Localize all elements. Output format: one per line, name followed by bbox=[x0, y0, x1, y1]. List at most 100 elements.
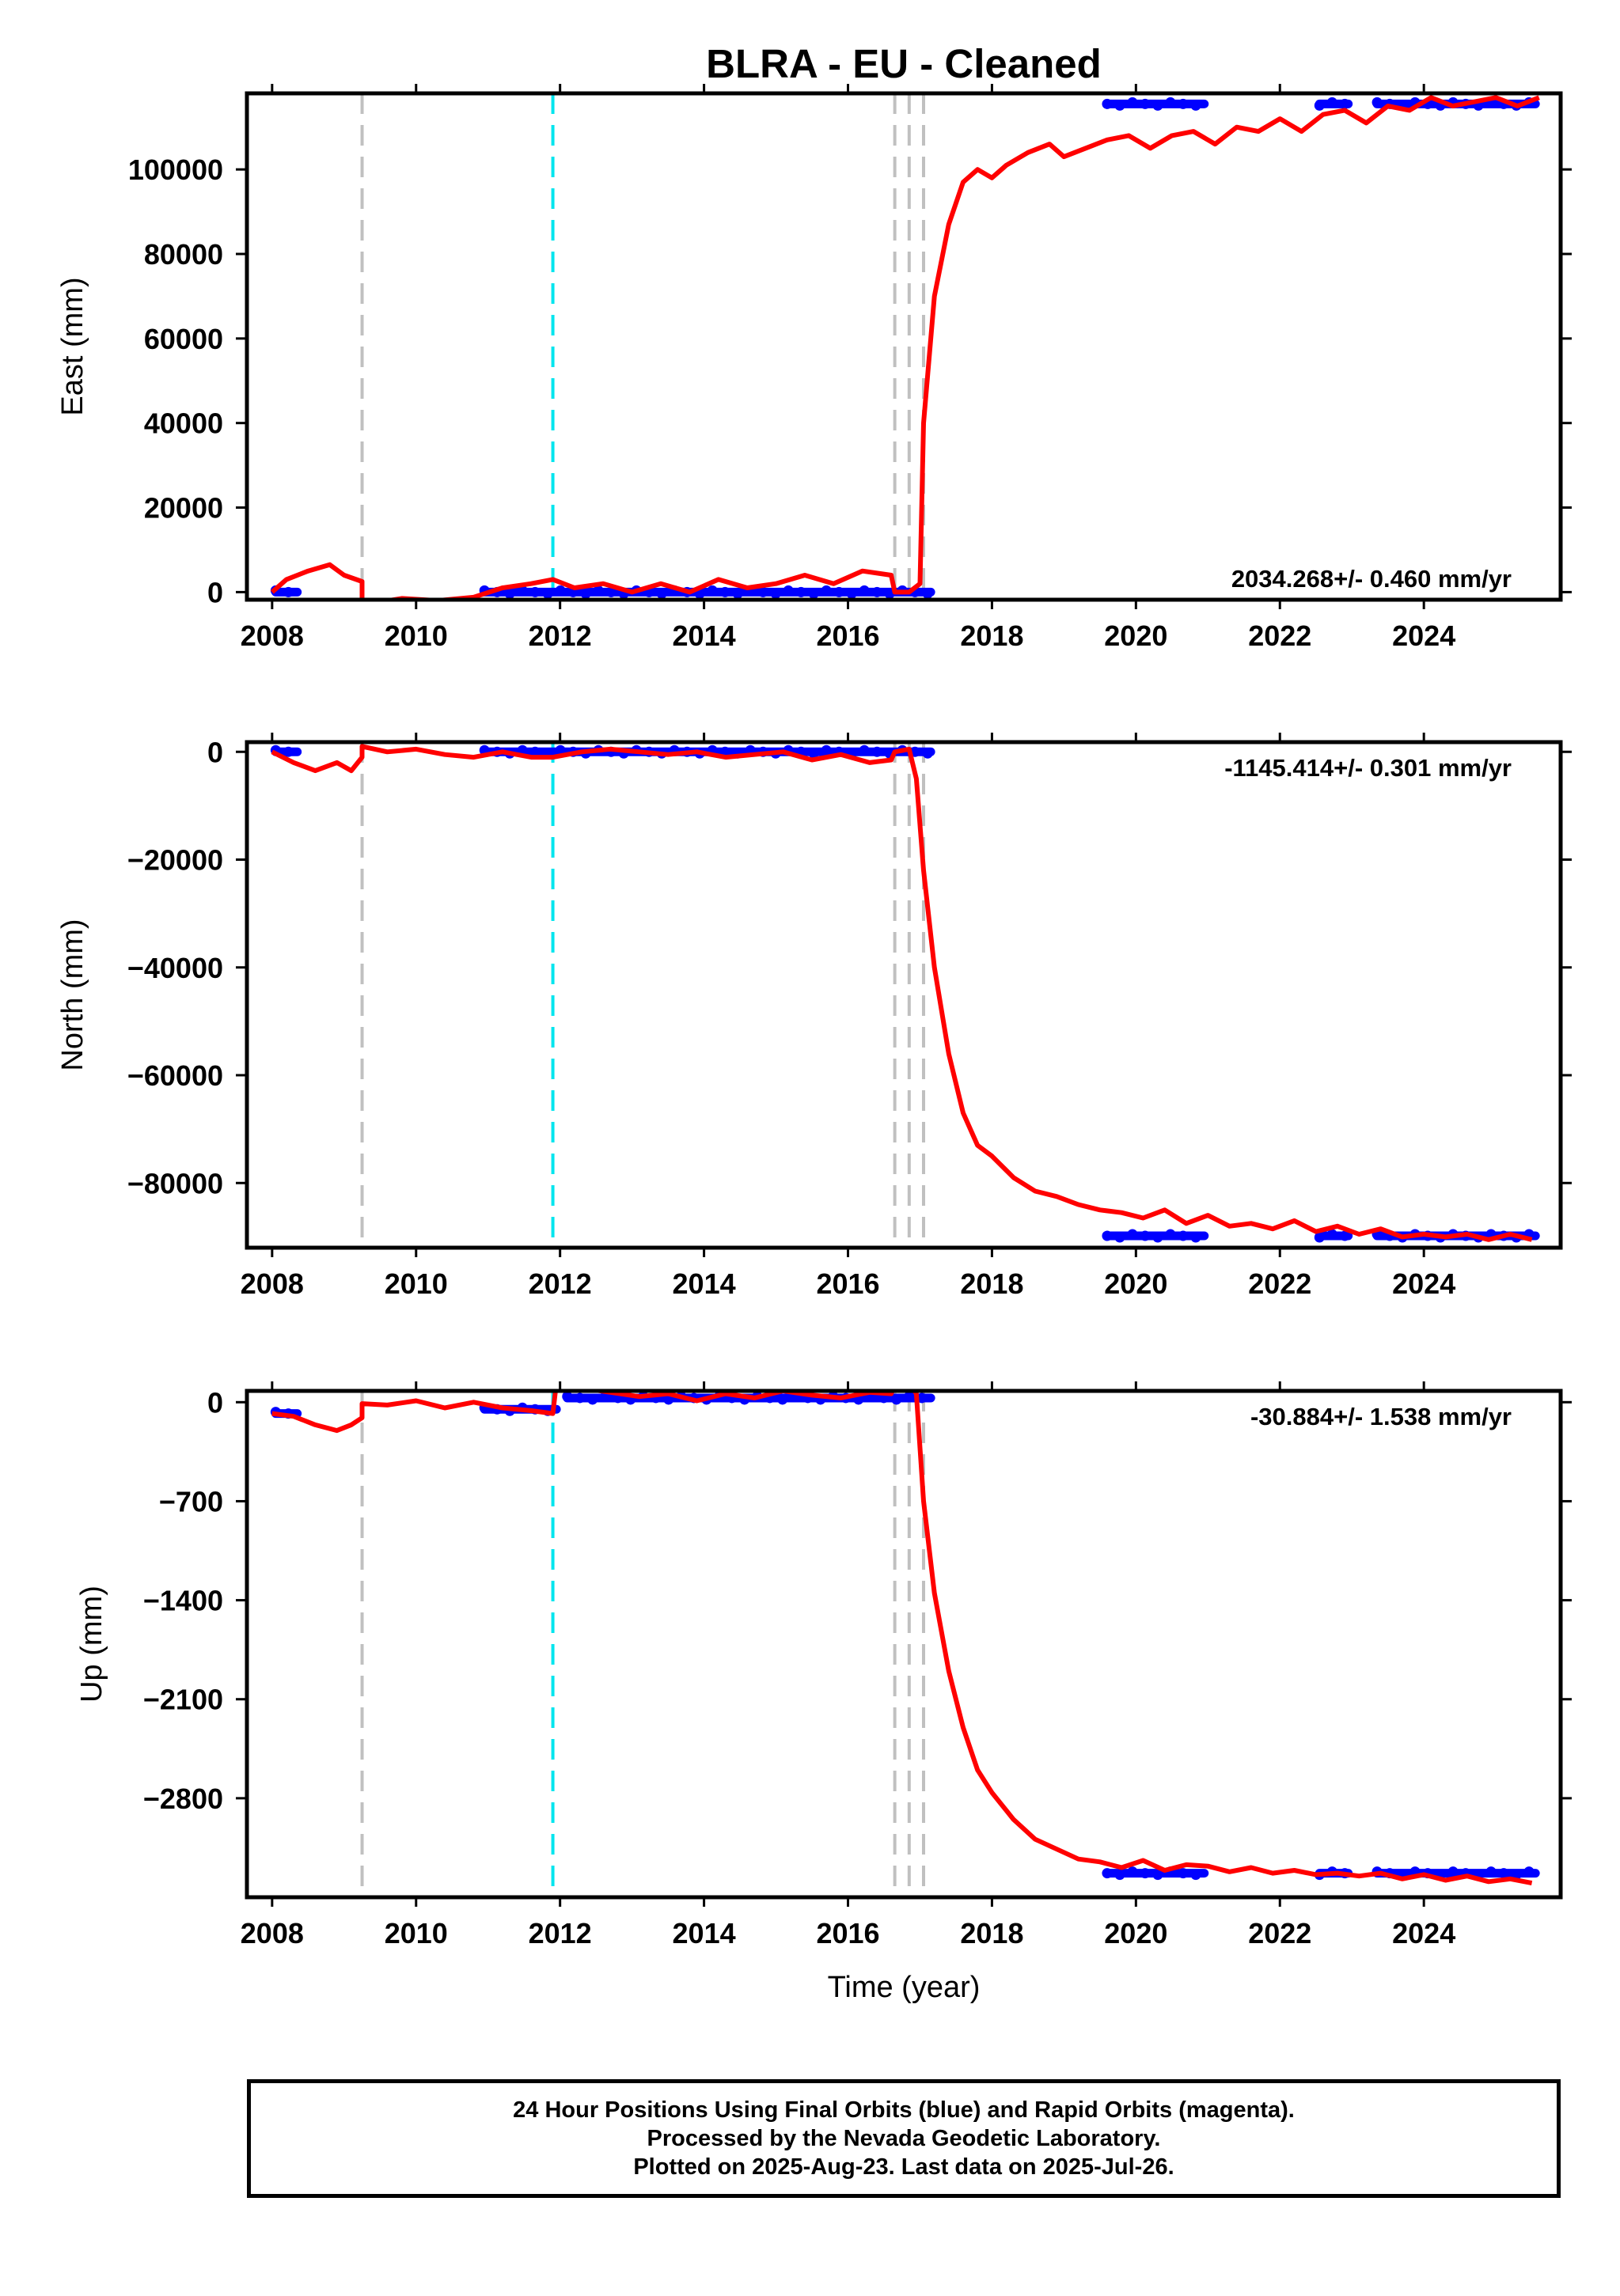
final-orbit-point bbox=[1523, 1866, 1535, 1877]
x-tick-label: 2020 bbox=[1104, 1267, 1167, 1300]
final-orbit-point bbox=[1339, 98, 1350, 109]
x-axis-label: Time (year) bbox=[828, 1971, 981, 2004]
y-axis-label: East (mm) bbox=[56, 277, 89, 415]
y-tick-label: −1400 bbox=[143, 1585, 223, 1617]
y-tick-label: 0 bbox=[207, 736, 223, 768]
model-fit-line bbox=[271, 1391, 1533, 1886]
final-orbit-point bbox=[1140, 98, 1151, 109]
final-orbit-point bbox=[719, 586, 730, 597]
y-tick-label: 40000 bbox=[144, 407, 223, 440]
final-orbit-point bbox=[1152, 1870, 1163, 1881]
y-tick-label: 0 bbox=[207, 576, 223, 608]
plot-area bbox=[270, 742, 1540, 1248]
x-tick-label: 2018 bbox=[960, 1267, 1023, 1300]
x-tick-label: 2012 bbox=[529, 1917, 592, 1949]
plot-area bbox=[270, 93, 1540, 600]
y-tick-label: −80000 bbox=[127, 1167, 223, 1199]
final-orbit-point bbox=[821, 744, 832, 756]
x-tick-label: 2010 bbox=[385, 1917, 448, 1949]
x-tick-label: 2014 bbox=[673, 1267, 736, 1300]
east-panel: 2008 2010 2012 2014 2016 2018 2020 2022 2024 0 200… bbox=[56, 84, 1572, 652]
final-orbit-point bbox=[605, 586, 617, 597]
final-orbit-point bbox=[1102, 1868, 1113, 1879]
final-orbit-point bbox=[1102, 98, 1113, 109]
x-tick-label: 2016 bbox=[816, 1917, 879, 1949]
footer-info-box: 24 Hour Positions Using Final Orbits (bl… bbox=[247, 2079, 1561, 2198]
final-orbit-point bbox=[1190, 100, 1201, 111]
final-orbit-point bbox=[555, 585, 566, 596]
final-orbit-point bbox=[587, 1394, 598, 1405]
final-orbit-point bbox=[1498, 1868, 1509, 1879]
final-orbit-point bbox=[542, 588, 553, 599]
final-orbit-point bbox=[1102, 1230, 1113, 1241]
final-orbit-point bbox=[1152, 1232, 1163, 1243]
model-fit-line bbox=[271, 744, 1533, 1242]
final-orbit-point bbox=[904, 1391, 915, 1402]
final-orbit-point bbox=[922, 588, 933, 599]
final-orbit-point bbox=[1140, 1230, 1151, 1241]
footer-line-2: Processed by the Nevada Geodetic Laborat… bbox=[647, 2126, 1161, 2151]
final-orbit-point bbox=[1447, 1866, 1459, 1877]
final-orbit-point bbox=[1165, 1229, 1176, 1240]
final-orbit-point bbox=[770, 588, 781, 599]
final-orbit-point bbox=[732, 588, 743, 599]
x-tick-label: 2016 bbox=[816, 1267, 879, 1300]
final-orbit-point bbox=[846, 588, 857, 599]
plot-frame bbox=[245, 91, 1563, 602]
final-orbit-point bbox=[555, 744, 566, 756]
x-tick-label: 2012 bbox=[529, 1267, 592, 1300]
x-tick-label: 2014 bbox=[673, 619, 736, 652]
plot-frame bbox=[245, 740, 1563, 1250]
up-panel: 2008 2010 2012 2014 2016 2018 2020 2022 2024 0 −70… bbox=[75, 1381, 1572, 1949]
final-orbit-point bbox=[580, 588, 591, 599]
final-orbit-point bbox=[833, 586, 844, 597]
y-tick-label: 80000 bbox=[144, 238, 223, 271]
y-tick-label: −20000 bbox=[127, 844, 223, 877]
final-orbit-point bbox=[283, 746, 294, 757]
x-tick-label: 2024 bbox=[1392, 1267, 1455, 1300]
final-orbit-point bbox=[1190, 1232, 1201, 1243]
velocity-rate-label: 2034.268+/- 0.460 mm/yr bbox=[1231, 565, 1512, 593]
x-tick-label: 2012 bbox=[529, 619, 592, 652]
final-orbit-point bbox=[1371, 97, 1383, 108]
final-orbit-point bbox=[562, 1391, 573, 1402]
x-tick-label: 2018 bbox=[960, 1917, 1023, 1949]
footer-line-3: Plotted on 2025-Aug-23. Last data on 202… bbox=[633, 2154, 1174, 2180]
final-orbit-point bbox=[821, 585, 832, 596]
x-tick-label: 2018 bbox=[960, 619, 1023, 652]
final-orbit-point bbox=[1152, 100, 1163, 111]
final-orbit-point bbox=[663, 1394, 674, 1405]
final-orbit-point bbox=[707, 585, 718, 596]
final-orbit-point bbox=[783, 585, 794, 596]
final-orbit-point bbox=[891, 1394, 902, 1405]
final-orbit-point bbox=[757, 586, 768, 597]
final-orbit-point bbox=[517, 585, 528, 596]
y-axis-label: Up (mm) bbox=[75, 1586, 108, 1703]
y-tick-label: −60000 bbox=[127, 1059, 223, 1092]
x-tick-label: 2022 bbox=[1248, 1267, 1311, 1300]
model-fit-line bbox=[270, 95, 1540, 600]
footer-line-1: 24 Hour Positions Using Final Orbits (bl… bbox=[513, 2097, 1295, 2123]
x-tick-label: 2016 bbox=[816, 619, 879, 652]
final-orbit-point bbox=[777, 1394, 788, 1405]
final-orbit-point bbox=[859, 585, 870, 596]
x-tick-label: 2024 bbox=[1392, 619, 1455, 652]
final-orbit-point bbox=[1114, 100, 1125, 111]
x-tick-label: 2020 bbox=[1104, 1917, 1167, 1949]
y-axis-label: North (mm) bbox=[56, 919, 89, 1070]
final-orbit-point bbox=[1127, 1866, 1138, 1877]
final-orbit-point bbox=[1127, 97, 1138, 108]
plot-area bbox=[270, 1391, 1540, 1897]
plot-frame bbox=[245, 1389, 1563, 1900]
y-tick-label: −700 bbox=[159, 1485, 223, 1517]
velocity-rate-label: -30.884+/- 1.538 mm/yr bbox=[1250, 1403, 1512, 1430]
final-orbit-point bbox=[916, 1392, 928, 1404]
y-tick-label: −40000 bbox=[127, 952, 223, 984]
final-orbit-point bbox=[575, 1392, 586, 1404]
final-orbit-point bbox=[1178, 1230, 1189, 1241]
final-orbit-point bbox=[1178, 1868, 1189, 1879]
velocity-rate-label: -1145.414+/- 0.301 mm/yr bbox=[1224, 754, 1512, 782]
final-orbit-point bbox=[656, 588, 667, 599]
final-orbit-point bbox=[1140, 1868, 1151, 1879]
final-orbit-point bbox=[529, 586, 541, 597]
